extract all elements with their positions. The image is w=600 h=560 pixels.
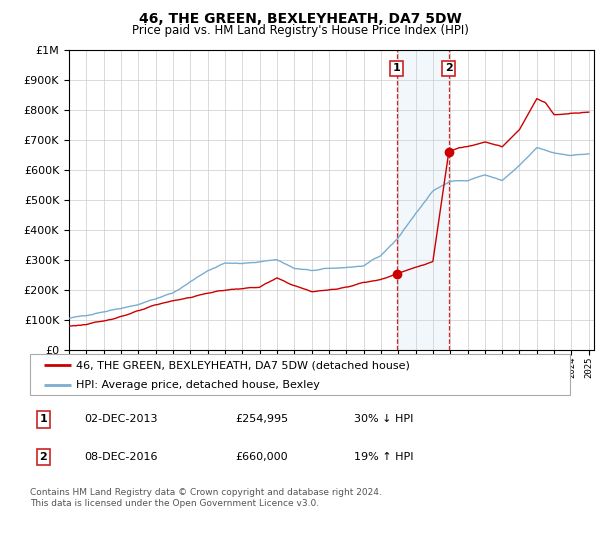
Text: HPI: Average price, detached house, Bexley: HPI: Average price, detached house, Bexl…	[76, 380, 320, 390]
Text: 19% ↑ HPI: 19% ↑ HPI	[354, 452, 413, 462]
Text: 46, THE GREEN, BEXLEYHEATH, DA7 5DW (detached house): 46, THE GREEN, BEXLEYHEATH, DA7 5DW (det…	[76, 361, 410, 370]
Text: 46, THE GREEN, BEXLEYHEATH, DA7 5DW: 46, THE GREEN, BEXLEYHEATH, DA7 5DW	[139, 12, 461, 26]
Text: Price paid vs. HM Land Registry's House Price Index (HPI): Price paid vs. HM Land Registry's House …	[131, 24, 469, 36]
Text: £254,995: £254,995	[235, 414, 289, 424]
Text: 08-DEC-2016: 08-DEC-2016	[84, 452, 157, 462]
Text: 02-DEC-2013: 02-DEC-2013	[84, 414, 157, 424]
FancyBboxPatch shape	[30, 354, 570, 395]
Bar	[397, 50, 449, 350]
Text: 1: 1	[40, 414, 47, 424]
Text: Contains HM Land Registry data © Crown copyright and database right 2024.
This d: Contains HM Land Registry data © Crown c…	[30, 488, 382, 508]
Text: 1: 1	[393, 63, 401, 73]
Text: 2: 2	[445, 63, 452, 73]
Text: 30% ↓ HPI: 30% ↓ HPI	[354, 414, 413, 424]
Text: £660,000: £660,000	[235, 452, 288, 462]
Text: 2: 2	[40, 452, 47, 462]
